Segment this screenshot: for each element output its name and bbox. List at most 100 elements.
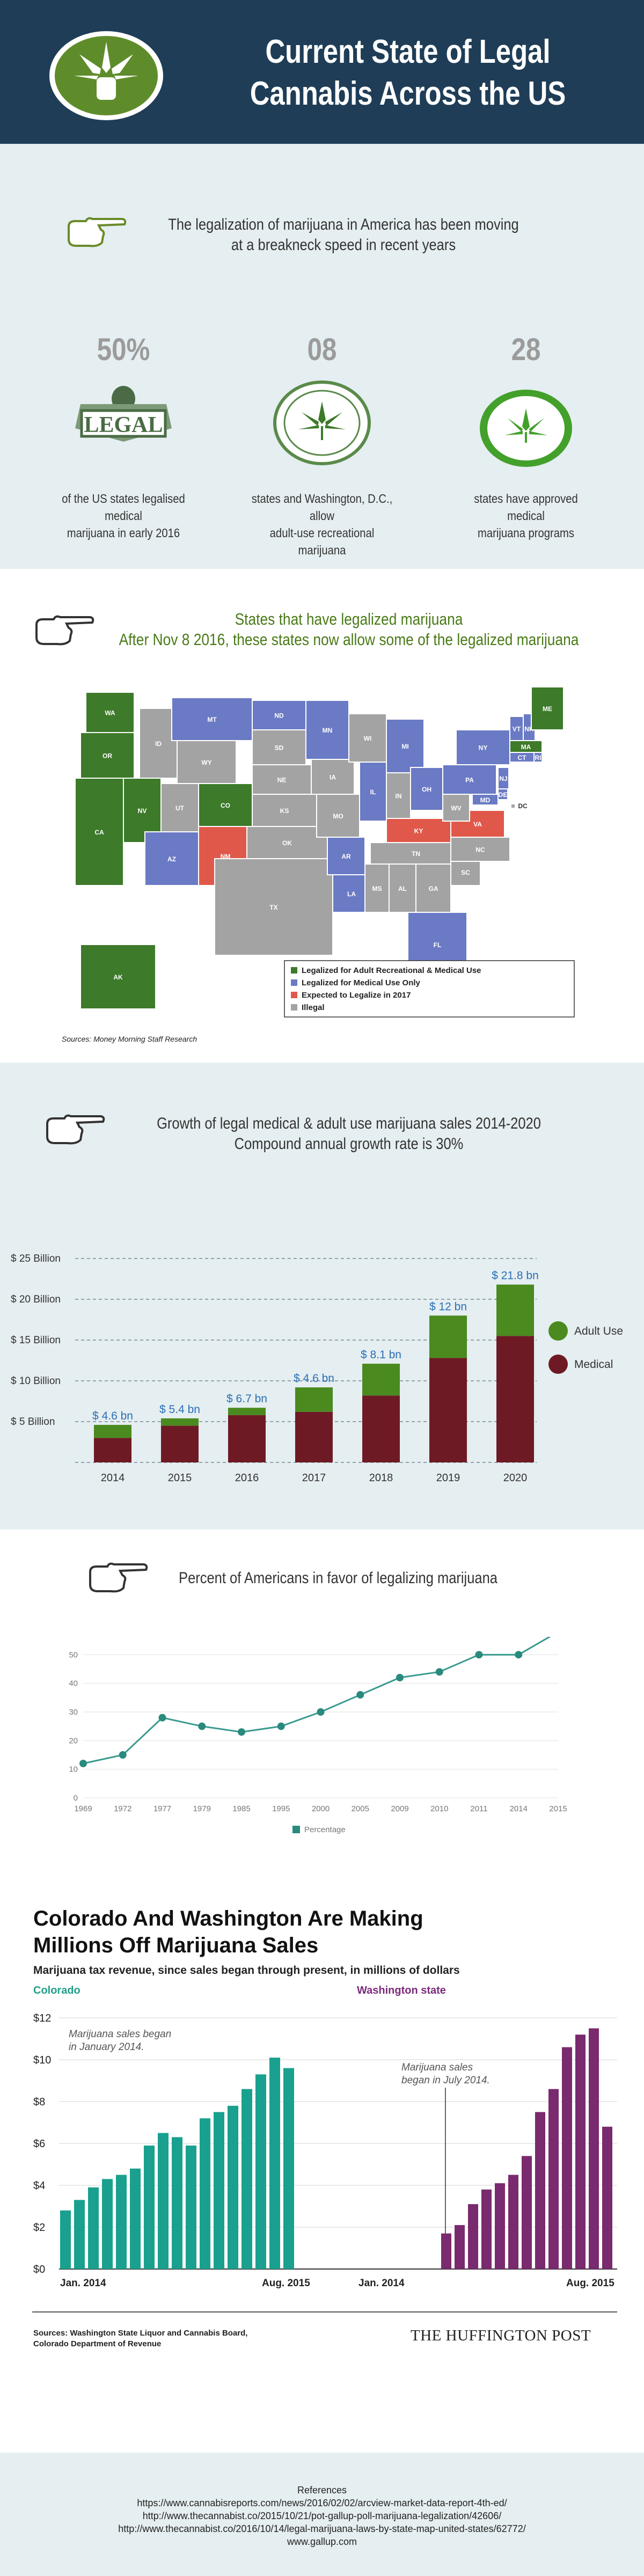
bar-adult-use bbox=[228, 1408, 266, 1415]
sales-section: Growth of legal medical & adult use mari… bbox=[0, 1063, 644, 1529]
legend-swatch bbox=[292, 1826, 300, 1833]
state-tn bbox=[370, 842, 462, 865]
state-nd bbox=[252, 700, 306, 730]
x-tick-label: 2015 bbox=[168, 1472, 192, 1484]
colorado-bar bbox=[116, 2175, 127, 2269]
references-title: References bbox=[297, 2485, 347, 2496]
bar-adult-use bbox=[429, 1315, 467, 1358]
map-title: States that have legalized marijuana Aft… bbox=[116, 609, 582, 650]
y-tick-label: 30 bbox=[69, 1708, 78, 1717]
state-label: KS bbox=[280, 807, 289, 815]
legend-adult-dot bbox=[548, 1321, 568, 1341]
reference-link[interactable]: http://www.thecannabist.co/2015/10/21/po… bbox=[142, 2511, 502, 2521]
bar-total-label: $ 5.4 bn bbox=[159, 1403, 200, 1416]
data-point bbox=[238, 1728, 245, 1736]
state-dc bbox=[510, 803, 516, 809]
washington-bar bbox=[602, 2126, 612, 2269]
state-label: OR bbox=[103, 752, 112, 760]
reference-link[interactable]: http://www.thecannabist.co/2016/10/14/le… bbox=[118, 2523, 526, 2534]
state-label: MI bbox=[401, 743, 408, 750]
state-label: LA bbox=[347, 890, 356, 898]
state-wi bbox=[348, 713, 387, 763]
data-point bbox=[435, 1668, 443, 1676]
poll-section: Percent of Americans in favor of legaliz… bbox=[0, 1529, 644, 1905]
y-tick-label: $8 bbox=[33, 2096, 45, 2108]
colorado-bar bbox=[102, 2179, 113, 2269]
y-tick-label: $0 bbox=[33, 2264, 45, 2275]
state-pa bbox=[442, 764, 497, 795]
stat-label-line: states have approved medical bbox=[474, 492, 578, 523]
state-co bbox=[198, 783, 253, 827]
data-point bbox=[277, 1722, 285, 1730]
legend-label: Illegal bbox=[302, 1003, 325, 1012]
legend-swatch bbox=[291, 967, 297, 974]
main-title: Current State of Legal Cannabis Across t… bbox=[240, 31, 575, 115]
y-tick-label: $2 bbox=[33, 2222, 45, 2234]
colorado-note-line1: Marijuana sales began bbox=[69, 2029, 171, 2040]
bar-medical bbox=[161, 1425, 199, 1462]
state-label: MD bbox=[480, 796, 491, 804]
washington-bar bbox=[495, 2183, 505, 2269]
legend-label: Percentage bbox=[304, 1825, 346, 1834]
y-tick-label: $ 15 Billion bbox=[11, 1335, 61, 1346]
state-label: TN bbox=[412, 850, 420, 858]
x-tick-label: 2017 bbox=[302, 1472, 326, 1484]
stat-value: 50% bbox=[97, 332, 150, 367]
x-tick-label: 1969 bbox=[74, 1804, 92, 1813]
state-label: UT bbox=[175, 804, 185, 812]
state-al bbox=[389, 863, 416, 913]
bar-adult-use bbox=[496, 1284, 534, 1336]
intro-heading-line2: at a breakneck speed in recent years bbox=[231, 236, 456, 254]
tax-revenue-bar-charts: Colorado Washington state $0 $2 $4 $6 $8 $10 $12… bbox=[32, 1985, 617, 2312]
y-tick-label: $ 5 Billion bbox=[11, 1416, 55, 1428]
y-tick-label: 10 bbox=[69, 1765, 78, 1774]
state-label: CO bbox=[221, 802, 230, 809]
colorado-bar bbox=[172, 2137, 182, 2269]
washington-bar bbox=[535, 2112, 545, 2269]
bar-medical bbox=[295, 1411, 333, 1462]
stat-label: states have approved medical marijuana p… bbox=[455, 490, 597, 541]
stat-value: 08 bbox=[307, 332, 337, 367]
reference-link[interactable]: www.gallup.com bbox=[287, 2536, 357, 2547]
state-wv bbox=[442, 794, 470, 822]
state-label: WV bbox=[451, 804, 461, 812]
washington-bar bbox=[508, 2175, 518, 2269]
state-label: DC bbox=[518, 802, 528, 810]
state-md bbox=[472, 794, 499, 806]
tax-title-line1: Colorado And Washington Are Making bbox=[33, 1907, 423, 1930]
y-tick-label: $6 bbox=[33, 2138, 45, 2150]
state-label: AR bbox=[341, 853, 351, 860]
state-label: FL bbox=[434, 941, 442, 949]
sales-title-line1: Growth of legal medical & adult use mari… bbox=[157, 1115, 541, 1132]
references-list: References https://www.cannabisreports.c… bbox=[0, 2484, 644, 2548]
state-ia bbox=[311, 759, 355, 795]
washington-note-line2: began in July 2014. bbox=[401, 2075, 490, 2086]
x-tick-label: 2014 bbox=[101, 1472, 125, 1484]
colorado-note-line2: in January 2014. bbox=[69, 2041, 144, 2053]
washington-label: Washington state bbox=[357, 1985, 446, 1996]
state-label: ID bbox=[155, 740, 162, 748]
state-label: OK bbox=[282, 839, 292, 847]
pointing-hand-icon bbox=[89, 1562, 148, 1593]
bar-medical bbox=[362, 1395, 400, 1462]
reference-link[interactable]: https://www.cannabisreports.com/news/201… bbox=[137, 2498, 507, 2508]
y-tick-label: 50 bbox=[69, 1650, 78, 1659]
state-label: MO bbox=[333, 813, 343, 820]
stat-label: states and Washington, D.C., allow adult… bbox=[251, 490, 393, 559]
state-label: MT bbox=[207, 716, 217, 723]
bar-medical bbox=[94, 1438, 131, 1462]
state-mi bbox=[386, 719, 425, 773]
bar-total-label: $ 4.6 bn bbox=[294, 1372, 334, 1385]
state-ms bbox=[364, 863, 390, 913]
washington-note-line1: Marijuana sales bbox=[401, 2062, 473, 2073]
map-title-line1: States that have legalized marijuana bbox=[235, 610, 463, 628]
stat-label: of the US states legalised medical marij… bbox=[53, 490, 194, 541]
data-point bbox=[515, 1651, 523, 1659]
colorado-bar bbox=[283, 2068, 294, 2269]
legend-label: Legalized for Medical Use Only bbox=[302, 978, 421, 987]
x-end-label: Aug. 2015 bbox=[262, 2278, 310, 2289]
washington-bar bbox=[562, 2047, 572, 2269]
washington-bar bbox=[589, 2028, 599, 2269]
svg-text:LEGAL: LEGAL bbox=[84, 413, 163, 437]
x-tick-label: 1979 bbox=[193, 1804, 211, 1813]
